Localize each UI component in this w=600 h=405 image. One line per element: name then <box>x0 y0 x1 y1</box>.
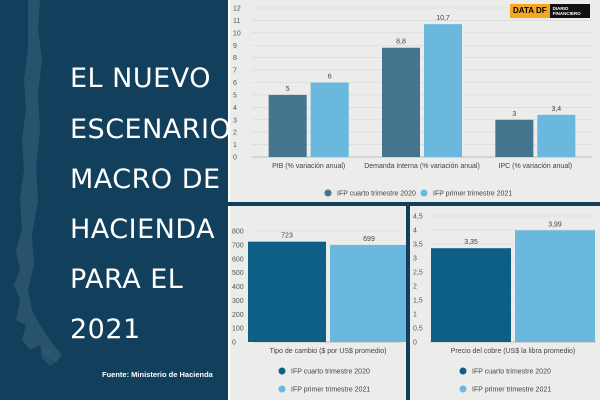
chart-copper-price: 0 0,5 1 1,5 2 2,5 3 3,5 4 4,5 3,35 3,99 Precio del c… <box>413 214 596 394</box>
y-tick-label: 1 <box>413 312 417 319</box>
legend-marker <box>459 385 467 393</box>
data-label: 3,4 <box>551 106 561 113</box>
data-label: 3 <box>512 111 516 118</box>
data-label: 723 <box>281 233 293 240</box>
y-tick-label: 600 <box>232 256 244 263</box>
logo-part: DIARIO FINANCIERO <box>549 4 590 18</box>
y-tick-label: 1,5 <box>413 298 423 305</box>
divider <box>228 202 600 206</box>
logo-part: DATA DF <box>510 4 550 18</box>
title-line: PARA EL <box>70 264 184 295</box>
y-tick-label: 3 <box>413 256 417 263</box>
y-tick-label: 700 <box>232 242 244 249</box>
legend-marker <box>278 367 286 375</box>
y-tick-label: 10 <box>233 30 241 37</box>
x-tick-label: Demanda interna (% variación anual) <box>364 163 480 170</box>
legend-marker <box>420 189 428 197</box>
legend-label: IFP primer trimestre 2021 <box>433 191 512 198</box>
legend-label: IFP cuarto trimestre 2020 <box>337 191 416 198</box>
title-panel: EL NUEVO ESCENARIO MACRO DE HACIENDA PAR… <box>0 0 228 400</box>
y-tick-label: 8 <box>233 55 237 62</box>
bar <box>310 82 349 157</box>
y-tick-label: 9 <box>233 43 237 50</box>
legend-marker <box>324 189 332 197</box>
y-tick-label: 300 <box>232 298 244 305</box>
y-tick-label: 500 <box>232 270 244 277</box>
y-tick-label: 3,5 <box>413 242 423 249</box>
y-tick-label: 12 <box>233 6 241 13</box>
title-line: MACRO DE <box>70 164 221 195</box>
x-tick-label: PIB (% variación anual) <box>272 163 345 170</box>
y-tick-label: 4 <box>413 228 417 235</box>
y-tick-label: 2 <box>413 284 417 291</box>
legend-label: IFP cuarto trimestre 2020 <box>291 369 370 376</box>
data-label: 3,35 <box>464 239 478 246</box>
legend-marker <box>459 367 467 375</box>
y-tick-label: 7 <box>233 68 237 75</box>
source-note: Fuente: Ministerio de Hacienda <box>102 370 213 379</box>
bar <box>495 119 534 157</box>
legend-label: IFP cuarto trimestre 2020 <box>472 369 551 376</box>
y-tick-label: 3 <box>233 117 237 124</box>
data-label: 699 <box>363 236 375 243</box>
y-tick-label: 6 <box>233 80 237 87</box>
y-tick-label: 2,5 <box>413 270 423 277</box>
y-tick-label: 0 <box>232 340 236 347</box>
legend-marker <box>278 385 286 393</box>
x-tick-label: IPC (% variación anual) <box>499 163 573 170</box>
data-label: 8,8 <box>396 39 406 46</box>
y-tick-label: 800 <box>232 229 244 236</box>
bar <box>515 230 595 342</box>
chart-panel-exchange-rate: 0 100 200 300 400 500 600 700 800 723 699 Tipo de c… <box>230 206 408 400</box>
data-label: 10,7 <box>436 15 450 22</box>
bar <box>268 94 307 157</box>
title-line: ESCENARIO <box>70 114 228 145</box>
bar <box>424 24 462 158</box>
legend-label: IFP primer trimestre 2021 <box>291 387 370 394</box>
bar <box>431 248 511 342</box>
chile-map-icon <box>14 0 62 366</box>
x-axis-label: Tipo de cambio ($ por US$ promedio) <box>270 348 387 355</box>
chart-panel-copper: 0 0,5 1 1,5 2 2,5 3 3,5 4 4,5 3,35 3,99 Precio del c… <box>410 206 600 400</box>
bar <box>330 245 408 342</box>
y-tick-label: 4,5 <box>413 214 423 221</box>
y-tick-label: 1 <box>233 142 237 149</box>
legend-label: IFP primer trimestre 2021 <box>472 387 551 394</box>
brand-logo: DATA DF DIARIO FINANCIERO <box>510 4 590 18</box>
y-tick-label: 200 <box>232 312 244 319</box>
data-label: 5 <box>286 86 290 93</box>
data-label: 6 <box>328 74 332 81</box>
title-line: HACIENDA <box>70 214 216 245</box>
y-tick-label: 2 <box>233 130 237 137</box>
title-line: 2021 <box>70 314 141 345</box>
y-tick-label: 100 <box>232 326 244 333</box>
y-tick-label: 4 <box>233 105 237 112</box>
bar <box>537 114 576 157</box>
chart-panel-top: 0 1 2 3 4 5 6 7 8 9 10 11 12 5 6 PIB (% variación anual… <box>230 0 600 202</box>
y-tick-label: 0 <box>413 340 417 347</box>
x-axis-label: Precio del cobre (US$ la libra promedio) <box>451 348 576 355</box>
y-tick-label: 11 <box>233 18 240 25</box>
divider <box>406 206 410 400</box>
bar <box>248 241 326 342</box>
title-line: EL NUEVO <box>70 63 211 94</box>
y-tick-label: 5 <box>233 92 237 99</box>
y-tick-label: 400 <box>232 284 244 291</box>
y-tick-label: 0 <box>233 155 237 162</box>
data-label: 3,99 <box>548 221 562 228</box>
chart-exchange-rate: 0 100 200 300 400 500 600 700 800 723 699 Tipo de c… <box>232 229 408 394</box>
bar <box>382 47 420 157</box>
y-tick-label: 0,5 <box>413 326 423 333</box>
